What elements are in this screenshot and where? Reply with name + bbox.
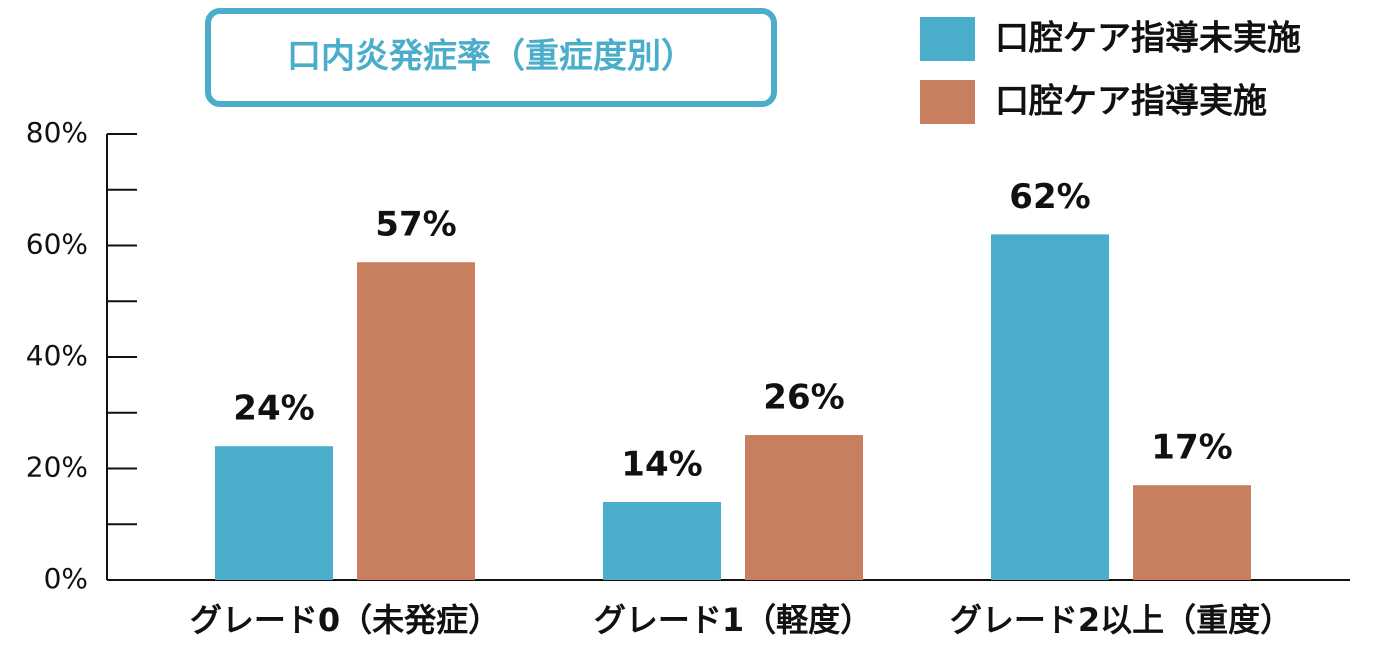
bar <box>745 435 863 580</box>
y-tick-label: 80% <box>26 116 88 149</box>
bar <box>991 234 1109 580</box>
value-label: 17% <box>1151 428 1232 468</box>
value-label: 26% <box>763 378 844 418</box>
y-tick-label: 60% <box>26 228 88 261</box>
value-label: 24% <box>233 389 314 429</box>
chart-title: 口内炎発症率（重症度別） <box>287 37 695 77</box>
x-tick-label: グレード0（未発症） <box>190 601 500 639</box>
title-box <box>205 8 777 107</box>
y-tick-label: 40% <box>26 339 88 372</box>
y-tick-label: 0% <box>44 562 88 595</box>
value-label: 14% <box>621 444 702 484</box>
legend-swatch <box>920 17 975 61</box>
x-tick-label: グレード1（軽度） <box>594 601 872 639</box>
y-tick-label: 20% <box>26 451 88 484</box>
x-tick-label: グレード2以上（重度） <box>950 601 1292 639</box>
value-label: 62% <box>1009 177 1090 217</box>
bar <box>215 446 333 580</box>
legend-label: 口腔ケア指導実施 <box>995 82 1267 122</box>
value-label: 57% <box>375 205 456 245</box>
bar <box>357 262 475 580</box>
bar <box>1133 485 1251 580</box>
bar <box>603 501 721 580</box>
legend-label: 口腔ケア指導未実施 <box>995 19 1301 59</box>
legend-swatch <box>920 80 975 124</box>
